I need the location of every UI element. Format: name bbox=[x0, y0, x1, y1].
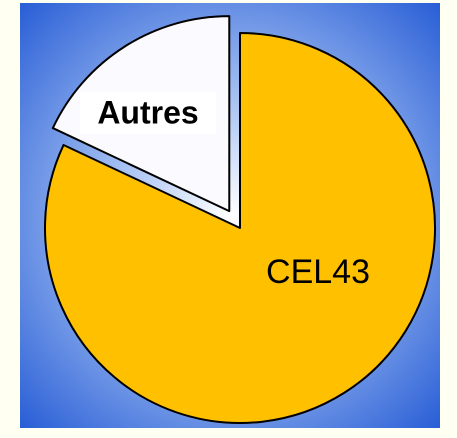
pie: CEL43 Autres bbox=[44, 15, 436, 424]
slice-label: CEL43 bbox=[266, 253, 370, 291]
label-background bbox=[80, 92, 216, 134]
slice-label: Autres bbox=[97, 94, 198, 130]
pie-slice bbox=[44, 32, 436, 424]
